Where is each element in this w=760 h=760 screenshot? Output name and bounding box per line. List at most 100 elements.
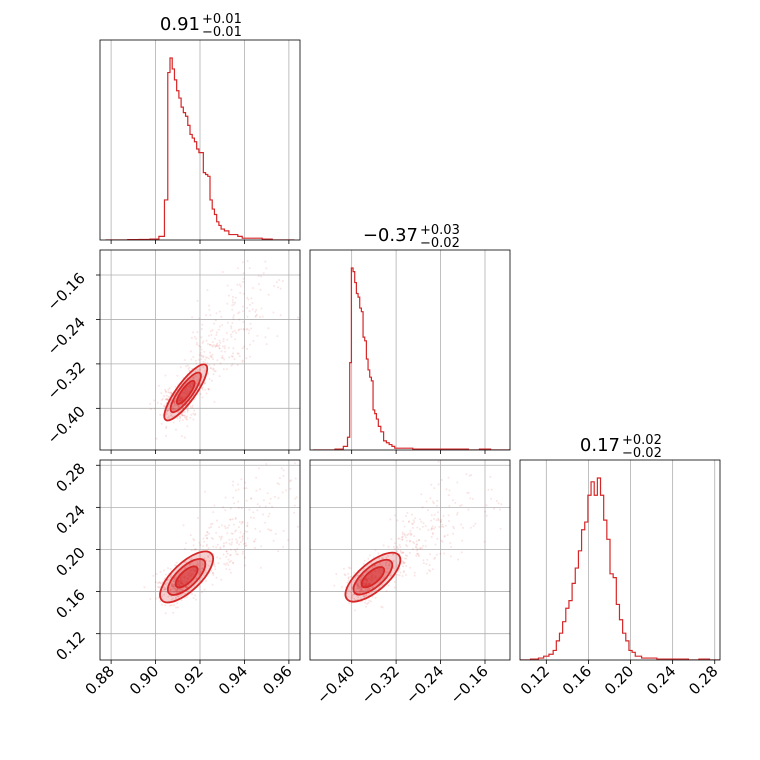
scatter-point	[173, 404, 176, 407]
scatter-point	[398, 543, 401, 546]
scatter-point	[242, 532, 245, 535]
scatter-point	[225, 541, 228, 544]
scatter-point	[368, 592, 370, 595]
scatter-point	[230, 325, 233, 328]
scatter-point	[371, 566, 374, 569]
scatter-point	[385, 590, 388, 593]
scatter-point	[231, 538, 234, 541]
scatter-point	[200, 336, 203, 339]
scatter-point	[370, 600, 372, 603]
scatter-point	[213, 563, 216, 566]
scatter-point	[207, 554, 210, 557]
scatter-point	[254, 315, 257, 318]
scatter-point	[293, 511, 296, 514]
scatter-point	[180, 593, 183, 596]
scatter-point	[391, 553, 394, 556]
scatter-point	[456, 513, 458, 516]
scatter-point	[425, 500, 428, 503]
scatter-point	[162, 395, 165, 398]
scatter-point	[244, 542, 247, 545]
scatter-point	[159, 413, 162, 416]
scatter-point	[241, 550, 244, 553]
scatter-point	[415, 546, 418, 549]
scatter-point	[191, 406, 194, 409]
scatter-point	[429, 570, 432, 573]
scatter-point	[402, 520, 405, 523]
scatter-point	[209, 314, 212, 317]
scatter-point	[356, 585, 359, 588]
scatter-point	[474, 522, 477, 525]
scatter-point	[160, 399, 163, 401]
scatter-point	[226, 552, 229, 555]
scatter-point	[176, 587, 179, 590]
histogram-bar	[363, 337, 365, 450]
histogram-bar	[549, 654, 553, 660]
scatter-point	[200, 348, 203, 351]
scatter-point	[232, 318, 235, 321]
scatter-point	[235, 529, 238, 532]
scatter-point	[172, 590, 175, 593]
scatter-point	[387, 545, 390, 548]
scatter-point	[204, 580, 207, 582]
scatter-point	[273, 495, 276, 498]
histogram-bar	[358, 297, 360, 450]
scatter-point	[257, 283, 260, 286]
scatter-point	[430, 483, 433, 486]
scatter-point	[161, 589, 164, 592]
scatter-point	[453, 527, 455, 530]
scatter-point	[219, 341, 222, 344]
scatter-point	[401, 552, 404, 554]
scatter-point	[169, 604, 172, 607]
scatter-point	[405, 557, 407, 560]
scatter-point	[206, 531, 209, 534]
contour-inner	[174, 565, 199, 589]
scatter-point	[232, 496, 235, 499]
scatter-point	[172, 583, 175, 586]
scatter-point	[204, 388, 207, 391]
scatter-point	[347, 577, 350, 580]
scatter-point	[360, 576, 363, 579]
scatter-point	[175, 576, 178, 579]
scatter-point	[272, 311, 275, 314]
scatter-point	[244, 530, 247, 533]
scatter-point	[184, 586, 187, 589]
scatter-point	[447, 514, 450, 517]
scatter-point	[402, 561, 405, 564]
scatter-point	[364, 601, 367, 604]
scatter-point	[289, 487, 292, 490]
scatter-point	[430, 527, 433, 530]
scatter-point	[173, 402, 176, 404]
scatter-point	[224, 496, 227, 499]
scatter-point	[419, 547, 422, 550]
scatter-point	[449, 555, 452, 558]
scatter-point	[248, 329, 251, 332]
scatter-point	[396, 573, 399, 576]
scatter-point	[211, 329, 214, 332]
scatter-point	[217, 328, 220, 331]
x-tick-label: −0.24	[402, 662, 447, 707]
scatter-point	[403, 557, 406, 560]
scatter-point	[440, 479, 443, 481]
scatter-point	[248, 508, 251, 511]
scatter-point	[204, 534, 207, 537]
scatter-point	[232, 561, 235, 564]
contour-inner	[175, 379, 196, 405]
scatter-point	[246, 525, 249, 528]
scatter-point	[399, 571, 402, 574]
scatter-point	[184, 414, 186, 417]
scatter-point	[422, 562, 425, 565]
scatter-point	[210, 333, 213, 336]
scatter-point	[251, 287, 254, 289]
scatter-point	[281, 491, 284, 494]
scatter-point	[241, 535, 244, 537]
histogram-bar	[186, 116, 188, 240]
scatter-point	[258, 505, 261, 508]
scatter-point	[190, 413, 193, 416]
x-tick-label: 0.90	[126, 662, 162, 698]
scatter-point	[188, 563, 191, 566]
histogram-bar	[206, 174, 208, 240]
scatter-point	[412, 523, 414, 525]
scatter-point	[428, 564, 431, 567]
scatter-point	[193, 539, 196, 542]
scatter-point	[167, 595, 170, 598]
